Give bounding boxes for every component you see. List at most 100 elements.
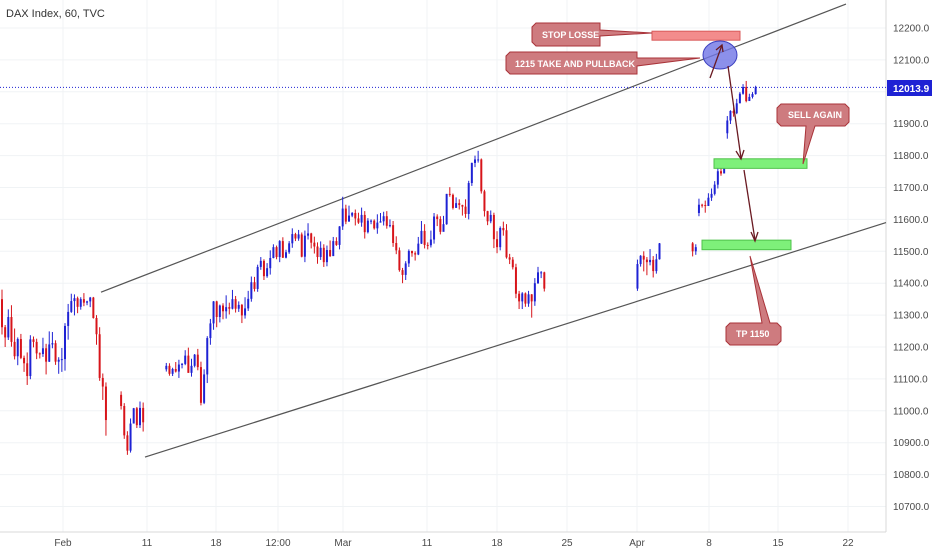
candle-body	[344, 208, 347, 222]
candle-body	[240, 304, 243, 316]
candle-body	[123, 406, 126, 436]
x-tick-label: Apr	[629, 538, 645, 549]
candle-body	[275, 247, 278, 258]
candle-body	[652, 259, 655, 272]
candle-body	[658, 243, 661, 260]
candle-body	[518, 293, 521, 302]
candle-body	[382, 216, 385, 222]
candle-body	[203, 374, 206, 403]
candle-body	[70, 301, 73, 312]
sell-again-callout	[776, 103, 850, 165]
y-tick-label: 11500.0	[893, 247, 929, 258]
candle-body	[19, 339, 22, 358]
candle-body	[316, 246, 319, 258]
candle-body	[701, 204, 704, 206]
last-price-tag	[887, 80, 932, 96]
candle-body	[735, 103, 738, 114]
y-tick-label: 11300.0	[893, 311, 929, 322]
candle-body	[54, 343, 57, 362]
candle-body	[354, 213, 357, 219]
candle-body	[4, 327, 7, 338]
candle-body	[262, 260, 265, 277]
candle-body	[135, 408, 138, 426]
candle-body	[433, 216, 436, 240]
candle-body	[165, 365, 168, 370]
candle-body	[451, 194, 454, 208]
candle-body	[543, 272, 546, 289]
candle-body	[502, 228, 505, 231]
candle-body	[285, 252, 287, 258]
down-arrow-1	[727, 65, 742, 159]
y-tick-label: 11200.0	[893, 343, 929, 354]
x-tick-label: 18	[210, 538, 222, 549]
candle-body	[363, 214, 366, 233]
sell-again-label: SELL AGAIN	[788, 110, 842, 120]
tp-label: TP 1150	[736, 329, 769, 339]
candle-body	[272, 247, 275, 258]
candle-body	[373, 220, 376, 229]
x-tick-label: Feb	[54, 538, 72, 549]
candle-body	[732, 110, 735, 114]
candle-body	[266, 268, 269, 277]
candle-body	[196, 354, 199, 368]
candle-body	[234, 299, 237, 309]
candle-body	[489, 214, 492, 222]
y-tick-label: 11600.0	[893, 215, 929, 226]
candle-body	[745, 87, 748, 102]
x-tick-label: 25	[561, 538, 573, 549]
candle-body	[751, 94, 754, 97]
candle-body	[360, 214, 363, 223]
candle-body	[691, 243, 694, 252]
candle-body	[639, 255, 642, 265]
zones	[651, 30, 808, 251]
y-tick-label: 11800.0	[893, 151, 929, 162]
candle-body	[423, 230, 426, 245]
candle-body	[16, 339, 19, 357]
candle-body	[414, 253, 417, 255]
candle-body	[67, 311, 70, 326]
x-tick-label: 11	[142, 538, 153, 549]
candle-body	[89, 297, 92, 302]
candle-body	[29, 339, 32, 377]
candle-body	[7, 317, 10, 338]
y-tick-label: 11400.0	[893, 279, 929, 290]
candle-body	[187, 355, 190, 373]
candle-body	[206, 338, 209, 375]
candle-body	[508, 257, 511, 260]
candle-body	[322, 247, 325, 263]
candle-body	[467, 183, 470, 214]
candle-body	[480, 159, 483, 192]
candle-body	[436, 216, 439, 220]
candle-body	[448, 193, 451, 195]
y-tick-label: 11100.0	[893, 374, 928, 385]
candle-body	[335, 241, 338, 245]
candle-body	[26, 363, 29, 377]
candle-body	[461, 205, 464, 207]
candle-body	[524, 293, 527, 304]
candle-body	[366, 220, 369, 233]
candle-body	[300, 234, 303, 257]
time-axis: Feb 11 18 12:00 Mar 11 18 25 Apr 8 15 22	[54, 538, 854, 549]
candle-body	[38, 353, 41, 355]
candle-body	[310, 233, 313, 243]
candle-body	[723, 167, 726, 174]
candle-body	[86, 301, 89, 303]
candle-body	[132, 408, 135, 424]
candle-body	[199, 367, 202, 403]
candle-body	[120, 394, 123, 407]
x-tick-label: 11	[422, 538, 433, 549]
candle-body	[388, 225, 391, 227]
candle-body	[64, 325, 66, 360]
take-pullback-callout	[505, 51, 701, 75]
candle-body	[23, 357, 26, 364]
x-tick-label: 18	[491, 538, 503, 549]
candle-body	[357, 218, 360, 223]
candle-body	[505, 230, 508, 258]
rise-arrow	[709, 44, 723, 79]
candle-body	[181, 363, 184, 365]
y-tick-label: 10800.0	[893, 470, 930, 481]
candle-body	[303, 235, 306, 257]
candle-body	[492, 214, 495, 240]
sell-again-zone	[713, 158, 808, 169]
